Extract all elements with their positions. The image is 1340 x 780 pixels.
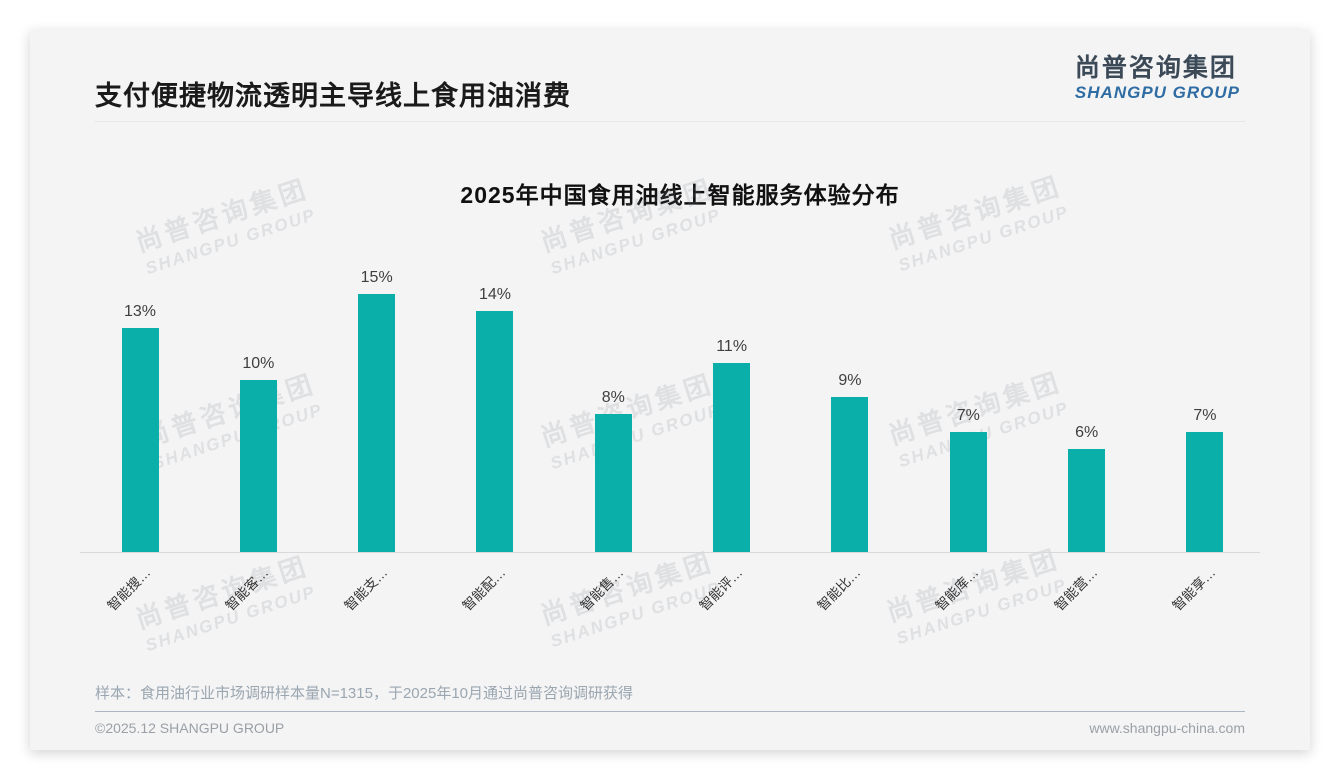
title-underline — [95, 121, 1245, 122]
copyright-text: ©2025.12 SHANGPU GROUP — [95, 720, 285, 736]
plot-area: 13% 智能搜… 10% 智能客… 15% 智能支… 14% 智能配… 8% 智能售… 11% 智能评… — [30, 30, 1310, 750]
bar-value-label: 7% — [1193, 407, 1217, 424]
chart-title: 2025年中国食用油线上智能服务体验分布 — [460, 182, 900, 208]
bar-value-label: 13% — [123, 303, 157, 320]
bar — [1186, 432, 1224, 552]
slide-card: 支付便捷物流透明主导线上食用油消费 尚普咨询集团 SHANGPU GROUP 2… — [30, 30, 1310, 750]
bar — [949, 432, 987, 552]
bar — [476, 311, 514, 552]
bar-value-label: 11% — [716, 338, 748, 355]
x-axis-label: 智能配… — [459, 564, 509, 614]
bar-value-label: 7% — [956, 407, 980, 424]
x-axis-label: 智能搜… — [104, 564, 154, 614]
page-title: 支付便捷物流透明主导线上食用油消费 — [95, 81, 571, 111]
company-logo: 尚普咨询集团 SHANGPU GROUP — [1075, 54, 1240, 102]
x-axis-label: 智能享… — [1169, 564, 1219, 614]
x-axis-label: 智能评… — [696, 564, 746, 614]
bar-value-label: 9% — [838, 372, 862, 389]
x-axis-label: 智能支… — [341, 564, 391, 614]
x-axis-label: 智能客… — [222, 564, 272, 614]
bar — [594, 414, 632, 552]
bar-value-label: 10% — [242, 355, 275, 372]
logo-chinese-text: 尚普咨询集团 — [1074, 54, 1237, 82]
website-url: www.shangpu-china.com — [1089, 720, 1245, 736]
bar — [239, 380, 277, 552]
bar — [358, 294, 396, 552]
bar-value-label: 8% — [601, 389, 625, 406]
bar-value-label: 14% — [478, 286, 511, 303]
bar-value-label: 15% — [360, 269, 393, 286]
logo-english-text: SHANGPU GROUP — [1074, 82, 1240, 102]
sample-note: 样本：食用油行业市场调研样本量N=1315，于2025年10月通过尚普咨询调研获… — [95, 685, 634, 702]
x-axis-label: 智能库… — [932, 564, 982, 614]
x-axis-label: 智能比… — [814, 564, 864, 614]
bar — [121, 328, 159, 552]
footer-divider — [95, 711, 1245, 712]
bar-value-label: 6% — [1075, 424, 1099, 441]
bar — [713, 363, 751, 552]
x-axis-line — [80, 552, 1260, 553]
bar — [831, 397, 869, 552]
x-axis-label: 智能营… — [1051, 564, 1101, 614]
bar — [1068, 449, 1106, 552]
x-axis-label: 智能售… — [577, 564, 627, 614]
